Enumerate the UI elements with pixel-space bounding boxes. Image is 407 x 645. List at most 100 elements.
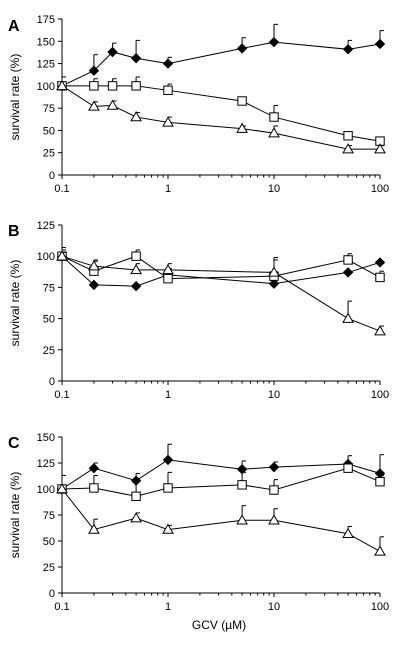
- data-point-square-open: [343, 131, 353, 141]
- series-diamond-filled: [56, 246, 386, 292]
- data-point-diamond-filled: [342, 44, 354, 55]
- y-tick-label: 100: [37, 484, 55, 496]
- data-point-triangle-open: [56, 250, 68, 261]
- series-line: [61, 459, 381, 490]
- data-point-square-open: [131, 81, 141, 91]
- data-point-triangle-open: [342, 312, 354, 323]
- data-point-diamond-filled: [130, 53, 142, 64]
- data-point-triangle-open: [342, 527, 354, 538]
- data-point-square-open: [237, 96, 247, 106]
- data-point-triangle-open: [268, 266, 280, 277]
- data-point-square-open: [343, 463, 353, 473]
- y-axis-label: survival rate (%): [8, 472, 22, 559]
- data-point-square-open: [375, 272, 385, 283]
- x-tick-label: 0.1: [54, 389, 69, 401]
- data-point-square-open: [269, 112, 279, 122]
- y-axis-label: survival rate (%): [8, 260, 22, 347]
- y-tick-label: 75: [43, 510, 55, 522]
- data-point-square-open: [343, 255, 353, 265]
- x-tick-label: 100: [371, 601, 389, 613]
- x-axis-label: GCV (µM): [192, 618, 246, 632]
- panel-letter: C: [8, 435, 20, 452]
- series-diamond-filled: [56, 23, 386, 92]
- series-line: [62, 85, 381, 142]
- data-point-diamond-filled: [374, 38, 386, 50]
- y-tick-label: 0: [49, 376, 55, 388]
- data-point-square-open: [107, 81, 118, 91]
- data-point-triangle-open: [106, 99, 119, 110]
- data-point-square-open: [89, 483, 99, 493]
- x-tick-label: 10: [268, 601, 280, 613]
- data-point-diamond-filled: [88, 462, 100, 474]
- series-triangle-open: [56, 250, 386, 336]
- data-point-square-open: [237, 480, 247, 490]
- panel-b: B 0 25 50 75 100 125 0.1 1 10 100 survival rate (%): [8, 220, 389, 401]
- series-line: [61, 467, 381, 497]
- x-tick-label: 1: [165, 183, 171, 195]
- panel-a: A 0 25 50 75 100 125 150 175 0.1 1 10 100 survival ra…: [8, 14, 389, 195]
- y-tick-label: 50: [43, 125, 55, 137]
- data-point-square-open: [131, 491, 141, 501]
- data-point-diamond-filled: [374, 257, 386, 268]
- y-tick-label: 150: [37, 36, 55, 48]
- data-point-triangle-open: [88, 523, 100, 534]
- data-point-triangle-open: [56, 482, 68, 494]
- panel-c: C 0 25 50 75 100 125 150 0.1 1 10 100 survival rate …: [8, 432, 389, 632]
- data-point-diamond-filled: [162, 454, 174, 466]
- data-point-diamond-filled: [88, 279, 100, 291]
- y-tick-label: 125: [37, 220, 55, 232]
- data-point-triangle-open: [130, 111, 142, 122]
- data-point-diamond-filled: [268, 36, 280, 48]
- data-point-diamond-filled: [107, 46, 118, 58]
- x-tick-label: 1: [165, 601, 171, 613]
- series-square-open: [57, 249, 385, 284]
- series-triangle-open: [56, 79, 386, 154]
- y-tick-label: 75: [43, 103, 55, 115]
- y-tick-label: 75: [43, 282, 55, 294]
- x-tick-label: 0.1: [54, 183, 69, 195]
- y-tick-label: 50: [43, 314, 55, 326]
- data-point-triangle-open: [130, 263, 142, 275]
- y-tick-label: 100: [37, 251, 55, 263]
- y-tick-label: 25: [43, 562, 55, 574]
- data-point-triangle-open: [236, 514, 248, 525]
- data-point-square-open: [269, 485, 279, 495]
- y-tick-label: 125: [37, 59, 55, 71]
- data-point-triangle-open: [162, 523, 174, 534]
- data-point-triangle-open: [342, 143, 354, 154]
- series-line: [61, 85, 380, 150]
- data-point-diamond-filled: [268, 278, 280, 289]
- y-tick-label: 175: [37, 14, 55, 26]
- series-line: [61, 488, 381, 552]
- data-point-triangle-open: [88, 100, 100, 111]
- y-tick-label: 100: [37, 81, 55, 93]
- y-tick-label: 50: [43, 536, 55, 548]
- data-point-triangle-open: [162, 116, 174, 127]
- data-point-triangle-open: [56, 79, 68, 91]
- series-square-open: [57, 462, 385, 501]
- series-line: [61, 41, 381, 87]
- data-point-square-open: [375, 477, 385, 487]
- y-tick-label: 125: [37, 458, 55, 470]
- data-point-triangle-open: [130, 512, 142, 523]
- x-tick-label: 1: [165, 389, 171, 401]
- y-tick-label: 150: [37, 432, 55, 444]
- data-point-diamond-filled: [236, 43, 248, 54]
- data-point-diamond-filled: [342, 267, 354, 278]
- series-triangle-open: [56, 474, 386, 556]
- data-point-triangle-open: [374, 325, 386, 336]
- x-tick-label: 0.1: [54, 601, 69, 613]
- y-tick-label: 0: [49, 588, 55, 600]
- data-point-square-open: [163, 483, 173, 493]
- y-tick-label: 25: [43, 345, 55, 357]
- panel-letter: A: [8, 18, 20, 35]
- data-point-square-open: [131, 251, 141, 261]
- series-square-open: [57, 76, 385, 146]
- y-axis-label: survival rate (%): [8, 54, 22, 141]
- data-point-triangle-open: [374, 545, 386, 556]
- x-tick-label: 10: [268, 183, 280, 195]
- data-point-square-open: [89, 81, 99, 91]
- series-line: [61, 255, 381, 332]
- data-point-triangle-open: [268, 514, 280, 525]
